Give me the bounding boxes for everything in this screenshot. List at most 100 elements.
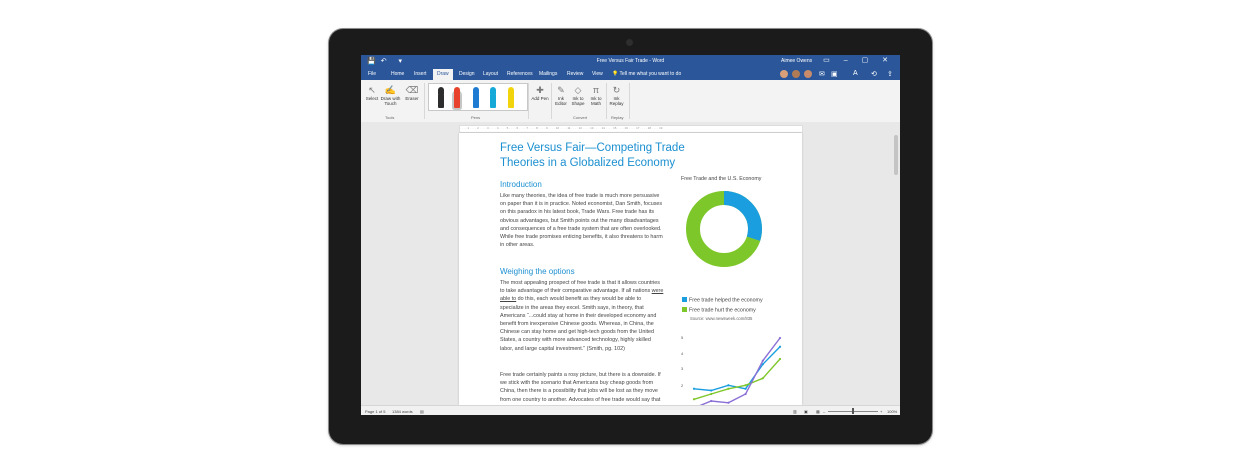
window-controls[interactable]: ▭ – ▢ ✕ bbox=[823, 57, 894, 64]
tab-draw[interactable]: Draw bbox=[433, 69, 453, 80]
group-separator bbox=[606, 83, 607, 119]
add-pen-button[interactable]: ✚ Add Pen bbox=[531, 85, 549, 101]
downside-paragraph: Free trade certainly paints a rosy pictu… bbox=[500, 372, 661, 405]
tablet-frame: 💾↶ ▾ Free Versus Fair Trade - Word Aimee… bbox=[329, 29, 932, 444]
pen-blue[interactable] bbox=[473, 87, 479, 108]
print-layout-icon[interactable]: ▣ bbox=[804, 409, 808, 414]
group-label-pens: Pens bbox=[471, 115, 481, 120]
tab-mailings[interactable]: Mailings bbox=[539, 71, 558, 77]
line-point bbox=[778, 345, 782, 348]
document-page[interactable]: Free Versus Fair—Competing Trade Theorie… bbox=[459, 133, 802, 405]
line-point bbox=[761, 377, 764, 380]
ink-editor-button[interactable]: ✎ Ink Editor bbox=[555, 85, 567, 106]
y-tick-label: 2 bbox=[681, 383, 684, 388]
avatar[interactable] bbox=[804, 70, 812, 78]
tab-review[interactable]: Review bbox=[567, 71, 584, 77]
line-point bbox=[710, 392, 713, 396]
web-layout-icon[interactable]: ▦ bbox=[816, 409, 820, 414]
plus-icon: ✚ bbox=[536, 85, 544, 95]
avatar[interactable] bbox=[780, 70, 788, 78]
eraser-button[interactable]: ⌫ Eraser bbox=[405, 85, 419, 101]
highlighter-yellow[interactable] bbox=[508, 87, 514, 108]
line-point bbox=[744, 387, 747, 390]
ink-editor-icon: ✎ bbox=[557, 85, 565, 95]
line-series-2 bbox=[693, 358, 781, 400]
present-icon[interactable]: ▣ bbox=[831, 71, 838, 78]
weighing-options-heading: Weighing the options bbox=[500, 267, 575, 276]
line-point bbox=[778, 336, 782, 340]
ink-to-shape-button[interactable]: ◇ Ink to Shape bbox=[571, 85, 585, 106]
donut-slice-helped bbox=[686, 191, 762, 267]
tell-me-box[interactable]: 💡 Tell me what you want to do bbox=[612, 71, 681, 77]
zoom-level[interactable]: 100% bbox=[887, 409, 898, 414]
shapes-icon: ◇ bbox=[574, 85, 582, 95]
document-title-heading: Free Versus Fair—Competing Trade Theorie… bbox=[500, 142, 685, 169]
ink-replay-button[interactable]: ↻ Ink Replay bbox=[609, 85, 624, 106]
line-point bbox=[710, 399, 713, 403]
legend-swatch bbox=[682, 307, 687, 312]
avatar[interactable] bbox=[792, 70, 800, 78]
pens-gallery bbox=[428, 83, 528, 111]
pen-black[interactable] bbox=[438, 87, 444, 108]
line-point bbox=[727, 387, 730, 390]
line-point bbox=[692, 387, 696, 390]
share-icon[interactable]: ⇪ bbox=[887, 71, 893, 78]
touch-draw-icon: ✍ bbox=[384, 85, 397, 95]
group-separator bbox=[528, 83, 529, 119]
user-name[interactable]: Aimee Owens bbox=[781, 58, 813, 64]
ribbon: ↖ Select ✍ Draw with Touch ⌫ Eraser Tools P… bbox=[361, 80, 900, 123]
line-chart bbox=[692, 336, 782, 405]
math-icon: π bbox=[592, 85, 600, 95]
status-bar: Page 1 of 5 1384 words ▤ ▥ ▣ ▦ – + 100% bbox=[361, 405, 900, 415]
tab-design[interactable]: Design bbox=[459, 71, 475, 77]
tab-references[interactable]: References bbox=[507, 71, 533, 77]
tab-layout[interactable]: Layout bbox=[483, 71, 499, 77]
quick-access-toolbar[interactable]: 💾↶ ▾ bbox=[367, 58, 408, 65]
tab-file[interactable]: File bbox=[368, 71, 377, 77]
select-button[interactable]: ↖ Select bbox=[365, 85, 379, 101]
legend-swatch bbox=[682, 297, 687, 302]
page-count[interactable]: Page 1 of 5 bbox=[365, 409, 386, 414]
line-point bbox=[727, 401, 730, 404]
replay-icon: ↻ bbox=[612, 85, 621, 95]
vertical-scrollbar[interactable] bbox=[894, 135, 898, 175]
y-tick-label: 4 bbox=[681, 351, 684, 356]
tab-home[interactable]: Home bbox=[391, 71, 405, 77]
ink-to-math-button[interactable]: π Ink to Math bbox=[590, 85, 602, 106]
ink-icon[interactable]: A bbox=[853, 70, 858, 77]
word-count[interactable]: 1384 words bbox=[392, 409, 413, 414]
group-separator bbox=[424, 83, 425, 119]
camera bbox=[626, 39, 633, 46]
group-label-convert: Convert bbox=[573, 115, 588, 120]
pen-light-blue[interactable] bbox=[490, 87, 496, 108]
y-tick-label: 5 bbox=[681, 335, 684, 340]
introduction-paragraph: Like many theories, the idea of free tra… bbox=[500, 193, 663, 249]
legend-item-helped: Free trade helped the economy bbox=[682, 297, 763, 304]
proofing-icon[interactable]: ▤ bbox=[420, 409, 424, 414]
donut-chart bbox=[686, 191, 762, 267]
zoom-in-icon[interactable]: + bbox=[880, 409, 883, 414]
comments-icon[interactable]: ✉ bbox=[819, 71, 825, 78]
line-point bbox=[692, 398, 696, 401]
pen-red[interactable] bbox=[454, 87, 460, 108]
line-point bbox=[744, 392, 747, 396]
underlined-text: were able to bbox=[500, 288, 664, 303]
draw-with-touch-button[interactable]: ✍ Draw with Touch bbox=[380, 85, 401, 106]
chart-source: Source: www.newsweek.com/835 bbox=[690, 316, 753, 321]
history-icon[interactable]: ⟲ bbox=[871, 71, 877, 78]
line-series-3 bbox=[699, 337, 781, 405]
zoom-slider-thumb[interactable] bbox=[852, 408, 854, 414]
group-label-replay: Replay bbox=[611, 115, 624, 120]
legend-item-hurt: Free trade hurt the economy bbox=[682, 307, 756, 314]
group-separator bbox=[629, 83, 630, 119]
read-mode-icon[interactable]: ▥ bbox=[793, 409, 797, 414]
introduction-heading: Introduction bbox=[500, 180, 542, 189]
ribbon-tabs: File Home Insert Draw Design Layout Refe… bbox=[361, 68, 900, 80]
weighing-options-paragraph: The most appealing prospect of free trad… bbox=[500, 280, 664, 352]
line-point bbox=[761, 359, 764, 362]
tab-insert[interactable]: Insert bbox=[414, 71, 427, 77]
horizontal-ruler[interactable]: · · · · 1 · · · · 2 · · · · 3 · · · · 4 … bbox=[459, 125, 803, 133]
tab-view[interactable]: View bbox=[592, 71, 603, 77]
line-point bbox=[761, 363, 764, 366]
zoom-out-icon[interactable]: – bbox=[823, 409, 826, 414]
